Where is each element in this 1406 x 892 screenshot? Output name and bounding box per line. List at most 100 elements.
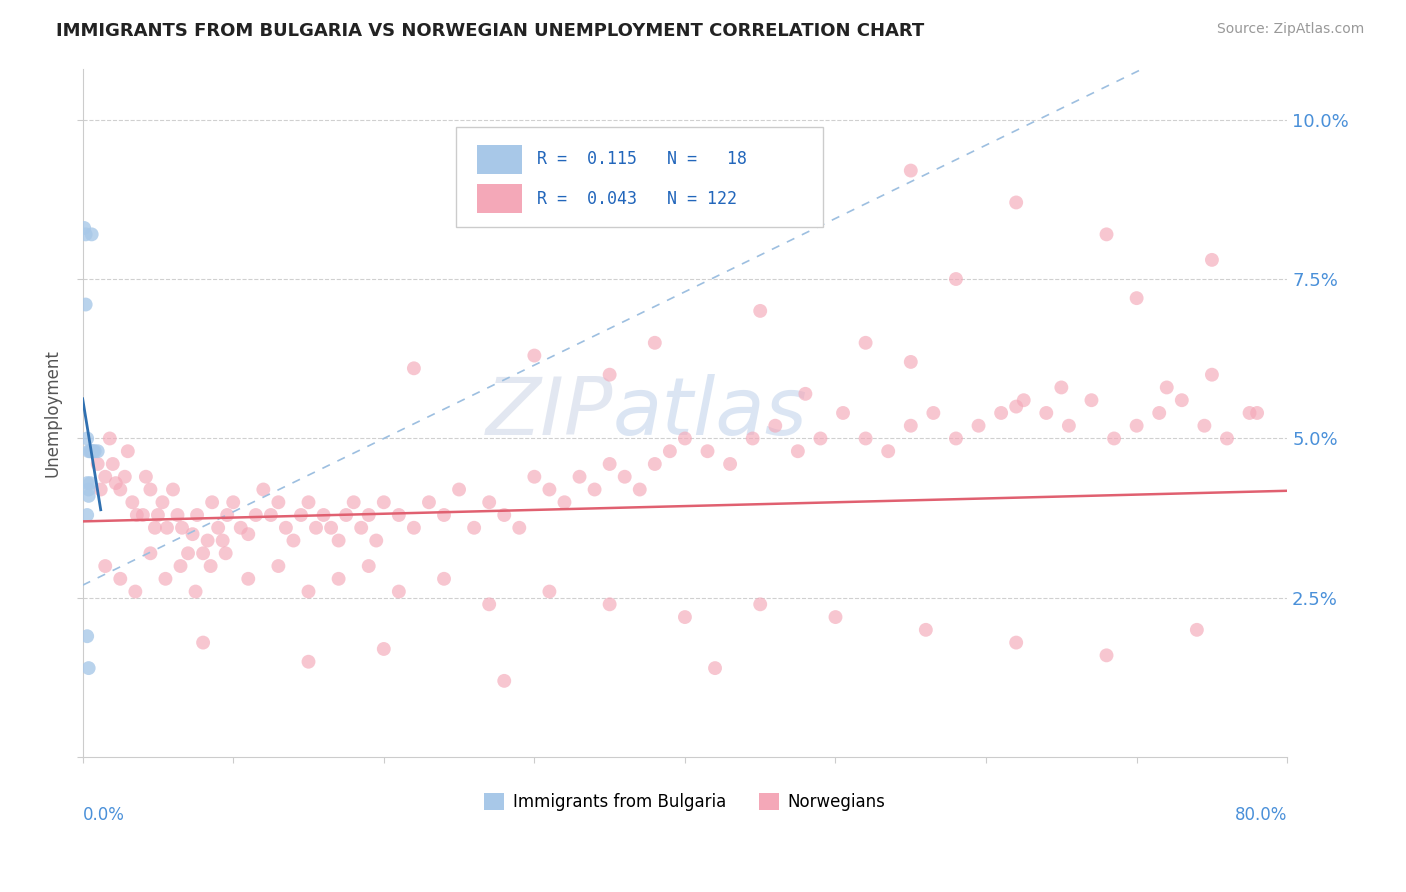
Point bbox=[76, 629, 98, 643]
Point bbox=[297, 584, 319, 599]
Point bbox=[508, 521, 530, 535]
Point bbox=[166, 508, 188, 522]
Point bbox=[283, 533, 305, 548]
Point bbox=[523, 349, 546, 363]
Point bbox=[1050, 380, 1073, 394]
Bar bbox=[477, 185, 522, 213]
Point bbox=[402, 361, 425, 376]
Point bbox=[297, 655, 319, 669]
Point bbox=[741, 432, 763, 446]
Point bbox=[181, 527, 204, 541]
Point bbox=[211, 533, 233, 548]
Point bbox=[156, 521, 179, 535]
Point bbox=[463, 521, 485, 535]
Point bbox=[1171, 393, 1194, 408]
Point bbox=[200, 559, 222, 574]
Text: IMMIGRANTS FROM BULGARIA VS NORWEGIAN UNEMPLOYMENT CORRELATION CHART: IMMIGRANTS FROM BULGARIA VS NORWEGIAN UN… bbox=[56, 22, 925, 40]
Point bbox=[855, 335, 877, 350]
Point bbox=[824, 610, 846, 624]
Point bbox=[786, 444, 808, 458]
Point bbox=[252, 483, 274, 497]
Point bbox=[538, 584, 561, 599]
Point bbox=[350, 521, 373, 535]
Point bbox=[335, 508, 357, 522]
Point bbox=[1005, 635, 1028, 649]
Point bbox=[494, 673, 516, 688]
Point bbox=[77, 444, 100, 458]
Point bbox=[319, 521, 342, 535]
Point bbox=[749, 597, 772, 611]
Point bbox=[449, 483, 471, 497]
Point bbox=[170, 521, 193, 535]
Point bbox=[478, 597, 501, 611]
Point bbox=[139, 546, 162, 560]
Point bbox=[1216, 432, 1239, 446]
Point bbox=[696, 444, 718, 458]
Point bbox=[794, 387, 817, 401]
Point bbox=[945, 272, 967, 286]
Point bbox=[155, 572, 177, 586]
Point bbox=[832, 406, 855, 420]
Point bbox=[79, 476, 101, 491]
Point bbox=[718, 457, 741, 471]
Point bbox=[90, 483, 112, 497]
Point bbox=[222, 495, 245, 509]
Text: 80.0%: 80.0% bbox=[1234, 805, 1288, 823]
Point bbox=[75, 227, 97, 242]
Point bbox=[77, 489, 100, 503]
Point bbox=[197, 533, 219, 548]
Point bbox=[114, 469, 136, 483]
Point bbox=[101, 457, 124, 471]
Point bbox=[267, 559, 290, 574]
Point bbox=[599, 368, 621, 382]
Text: 0.0%: 0.0% bbox=[83, 805, 125, 823]
Point bbox=[478, 495, 501, 509]
Point bbox=[94, 559, 117, 574]
Point bbox=[125, 508, 148, 522]
Point bbox=[73, 221, 96, 235]
Point bbox=[110, 572, 132, 586]
Point bbox=[215, 546, 238, 560]
Point bbox=[152, 495, 174, 509]
Point bbox=[328, 572, 350, 586]
Point bbox=[644, 457, 666, 471]
Point bbox=[217, 508, 239, 522]
Point bbox=[297, 495, 319, 509]
Point bbox=[76, 476, 98, 491]
Point bbox=[373, 495, 395, 509]
Point bbox=[79, 444, 101, 458]
Point bbox=[922, 406, 945, 420]
Point bbox=[290, 508, 312, 522]
Point bbox=[305, 521, 328, 535]
Point bbox=[1012, 393, 1035, 408]
Point bbox=[1005, 400, 1028, 414]
Text: R =  0.043   N = 122: R = 0.043 N = 122 bbox=[537, 190, 737, 208]
Point bbox=[1095, 227, 1118, 242]
Point bbox=[388, 508, 411, 522]
Point bbox=[177, 546, 200, 560]
Point bbox=[1201, 368, 1223, 382]
Point bbox=[599, 597, 621, 611]
Point bbox=[1239, 406, 1261, 420]
Point bbox=[86, 457, 108, 471]
Point bbox=[139, 483, 162, 497]
Point bbox=[644, 335, 666, 350]
Point bbox=[967, 418, 990, 433]
Point bbox=[267, 495, 290, 509]
Point bbox=[82, 444, 104, 458]
Point bbox=[83, 444, 105, 458]
Point bbox=[553, 495, 575, 509]
Point bbox=[900, 355, 922, 369]
Point bbox=[1194, 418, 1216, 433]
Point bbox=[1035, 406, 1057, 420]
Point bbox=[523, 469, 546, 483]
Point bbox=[143, 521, 166, 535]
Point bbox=[1080, 393, 1102, 408]
Legend: Immigrants from Bulgaria, Norwegians: Immigrants from Bulgaria, Norwegians bbox=[478, 787, 893, 818]
Point bbox=[162, 483, 184, 497]
Point bbox=[1147, 406, 1170, 420]
Point bbox=[538, 483, 561, 497]
Point bbox=[900, 418, 922, 433]
Point bbox=[704, 661, 727, 675]
Point bbox=[628, 483, 651, 497]
